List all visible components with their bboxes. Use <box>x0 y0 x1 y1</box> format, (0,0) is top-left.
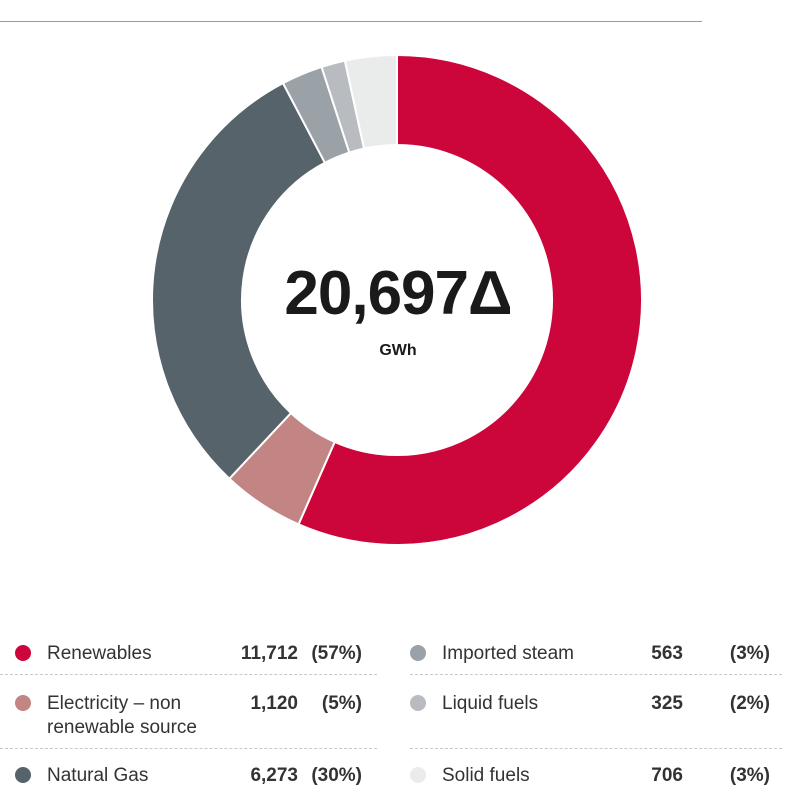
legend-value: 563 <box>651 643 683 664</box>
legend-label: Liquid fuels <box>442 692 538 716</box>
legend-percent: (3%) <box>729 765 770 786</box>
legend-label: Renewables <box>47 642 152 666</box>
legend-swatch-icon <box>410 645 426 661</box>
legend-swatch-icon <box>15 767 31 783</box>
legend-label: Natural Gas <box>47 764 148 788</box>
legend-label: Solid fuels <box>442 764 530 788</box>
donut-slice-natural-gas <box>151 81 327 481</box>
legend-label-line: renewable source <box>47 717 197 738</box>
legend-percent: (30%) <box>311 765 362 786</box>
legend-swatch-icon <box>15 695 31 711</box>
legend-percent: (57%) <box>311 643 362 664</box>
donut-chart <box>151 53 643 546</box>
top-divider <box>0 21 702 22</box>
legend-swatch-icon <box>15 645 31 661</box>
legend-item-imported-steam: Imported steam 563 (3%) <box>410 634 770 674</box>
legend-item-liquid-fuels: Liquid fuels 325 (2%) <box>410 684 770 724</box>
donut-slice-renewables <box>297 53 643 546</box>
legend-label-line: Natural Gas <box>47 765 149 786</box>
donut-slice-solid-fuels <box>343 53 398 150</box>
legend-label: Electricity – non renewable source <box>47 692 197 740</box>
legend-value: 1,120 <box>250 693 298 714</box>
legend-label-line: Electricity – non <box>47 693 182 714</box>
legend-label-line: Solid fuels <box>442 765 530 786</box>
legend-value: 11,712 <box>240 643 298 664</box>
legend-item-natural-gas: Natural Gas 6,273 (30%) <box>15 756 362 796</box>
legend-item-electricity-non-renewable-source: Electricity – non renewable source 1,120 (5… <box>15 684 362 738</box>
legend-swatch-icon <box>410 767 426 783</box>
legend-label: Imported steam <box>442 642 574 666</box>
legend-swatch-icon <box>410 695 426 711</box>
legend-value: 6,273 <box>250 765 298 786</box>
legend-row-divider <box>0 748 377 749</box>
legend-value: 706 <box>651 765 683 786</box>
legend-label-line: Imported steam <box>442 643 574 664</box>
legend-row-divider <box>410 748 782 749</box>
legend-row-divider <box>410 674 782 675</box>
donut-center-value: 20,697Δ <box>284 259 512 328</box>
legend-percent: (2%) <box>729 693 770 714</box>
legend-percent: (3%) <box>729 643 770 664</box>
legend-value: 325 <box>651 693 683 714</box>
legend-label-line: Liquid fuels <box>442 693 539 714</box>
donut-center-unit: GWh <box>379 342 417 359</box>
legend-label-line: Renewables <box>47 643 152 664</box>
legend-percent: (5%) <box>321 693 362 714</box>
legend-item-solid-fuels: Solid fuels 706 (3%) <box>410 756 770 796</box>
legend-row-divider <box>0 674 377 675</box>
legend-item-renewables: Renewables 11,712 (57%) <box>15 634 362 674</box>
